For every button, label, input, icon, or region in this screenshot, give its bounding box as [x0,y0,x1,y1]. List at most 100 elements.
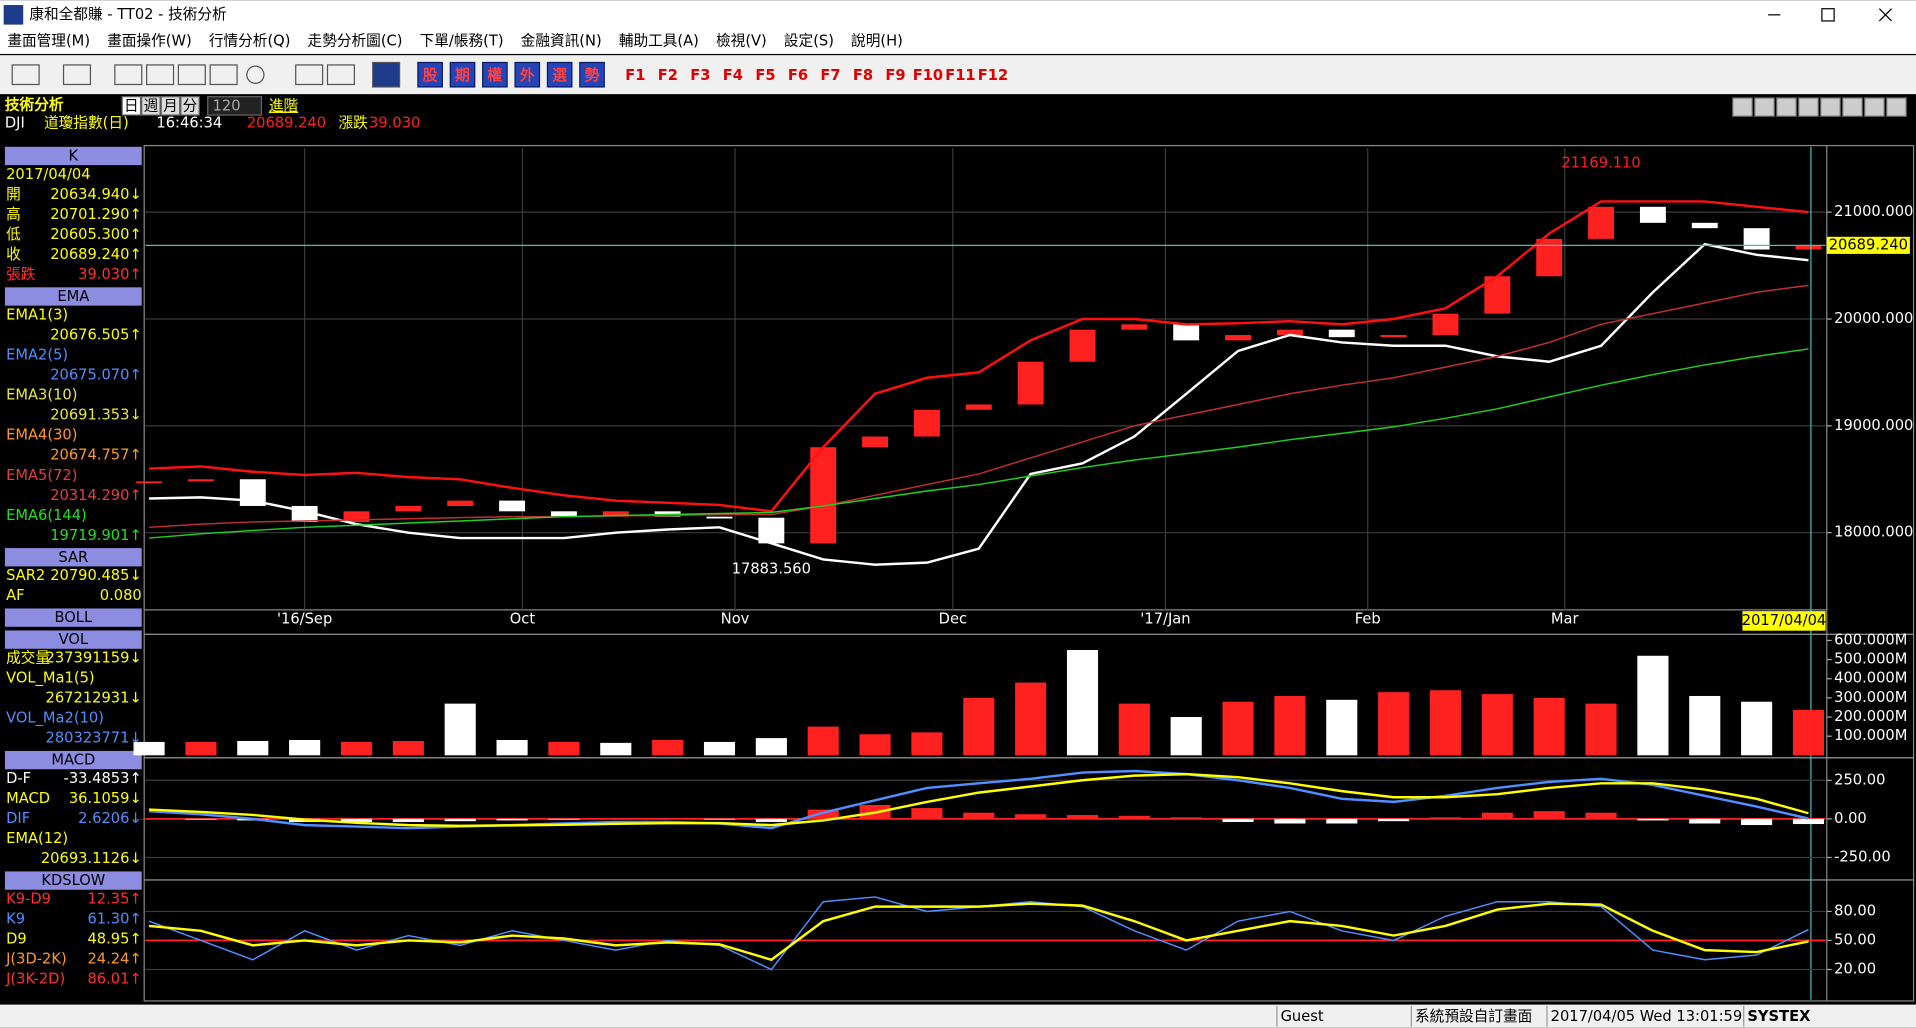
icon[interactable] [209,64,238,86]
bar [1170,817,1202,819]
menu-item[interactable]: 畫面管理(M) [7,33,90,50]
function-key[interactable]: F4 [723,67,743,84]
icon[interactable] [295,64,324,86]
toolbar-button-label: 外 [519,66,535,84]
info-value: 20689.240↑ [50,246,142,263]
candle [1173,324,1200,341]
tool[interactable] [1820,97,1841,117]
y-tick-label: 250.00 [1834,771,1885,788]
menu-item[interactable]: 輔助工具(A) [619,33,699,50]
candle [602,511,629,517]
function-key[interactable]: F3 [690,67,710,84]
count-select[interactable] [207,96,263,116]
section-header [4,548,142,567]
icon[interactable] [62,64,92,86]
function-key[interactable]: F10 [913,67,943,84]
function-key[interactable]: F6 [788,67,808,84]
y-tick-label: 0.00 [1834,810,1867,827]
period-label: 月 [163,97,178,114]
bar [1637,818,1669,821]
toolbar-button-label: 選 [552,67,567,84]
bar [392,818,424,822]
info-label: K9-D9 [6,891,51,908]
toolbar-buttons: 股期權外選 勢 F1 F2 F3 F4 F5 F6 F7 F8 F9 F10 F11 F12 [417,61,1008,88]
period-label: 週 [144,97,159,114]
info-value: 20675.070↑ [50,367,142,384]
menu-item[interactable]: 走勢分析圖(C) [308,33,403,50]
function-key[interactable]: F9 [885,67,905,84]
toolbar-button[interactable] [546,61,573,88]
toolbar-button[interactable] [482,61,508,88]
function-key[interactable]: F1 [625,67,645,84]
toolbar-button[interactable] [449,61,476,88]
icon[interactable] [177,64,206,86]
info-label: EMA2(5) [6,347,68,364]
info-label: D9 [6,931,27,948]
bar [392,740,424,756]
function-key[interactable]: F5 [755,67,775,84]
menu-item[interactable]: 金融資訊(N) [521,33,602,50]
toolbar-button[interactable] [514,61,541,88]
tool[interactable] [1776,97,1797,117]
tool[interactable] [1732,97,1753,117]
menu-item[interactable]: 行情分析(Q) [209,33,291,50]
candle [1276,329,1303,336]
period-label: 分 [183,97,198,114]
menu-item[interactable]: 檢視(V) [716,33,767,50]
function-key[interactable]: F8 [853,67,873,84]
tool[interactable] [1798,97,1819,117]
maximize[interactable] [1821,8,1835,22]
menu-item[interactable]: 下單/帳務(T) [420,33,504,50]
candle [1225,335,1252,341]
icon[interactable] [11,64,40,86]
x-tick-label: Oct [510,611,536,628]
period-button[interactable] [141,96,161,116]
bar [548,741,580,756]
period-button[interactable] [160,96,181,116]
bar [1481,694,1513,756]
bar [755,818,787,822]
close[interactable] [1878,8,1892,22]
tool[interactable] [1864,97,1885,117]
function-key[interactable]: F7 [820,67,840,84]
bar [1170,717,1202,756]
info-value: 20674.757↑ [50,447,142,464]
info-value: 237391159↓ [46,650,142,667]
section-title: BOLL [54,609,92,626]
advance[interactable]: 進階 [269,97,299,114]
menu-item[interactable]: 畫面操作(W) [107,33,192,50]
tool[interactable] [1886,97,1907,117]
info-value: 2.6206↓ [78,810,142,827]
candle [1743,228,1770,250]
info-value: 2017/04/04 [6,166,90,183]
info-label: 收 [6,246,21,263]
candle [810,447,837,544]
bar [1792,818,1825,825]
bar [1066,815,1099,819]
menu-item[interactable]: 設定(S) [784,33,834,50]
info-value: 19719.901↑ [50,527,142,544]
bar [1585,703,1617,756]
menu-item[interactable]: 說明(H) [851,33,903,50]
function-key[interactable]: F12 [978,67,1008,84]
toolbar [0,55,1916,95]
icon[interactable] [372,61,401,88]
icon[interactable] [246,65,265,84]
quote-time: 16:46:34 [156,115,222,132]
toolbar-button[interactable] [417,61,443,88]
bar [1378,818,1410,822]
icon[interactable] [114,64,143,86]
period-button[interactable] [180,96,200,116]
icon[interactable] [146,64,175,86]
tool[interactable] [1754,97,1775,117]
icon[interactable] [326,64,355,86]
info-label: J(3D-2K) [5,951,67,968]
period-button[interactable] [121,96,142,116]
function-key[interactable]: F2 [658,67,678,84]
function-key[interactable]: F11 [945,67,975,84]
toolbar-button[interactable] [579,61,605,88]
series-line [149,772,1809,828]
info-label: VOL_Ma1(5) [6,670,95,687]
status-item: SYSTEX [1747,1008,1810,1025]
tool[interactable] [1842,97,1863,117]
